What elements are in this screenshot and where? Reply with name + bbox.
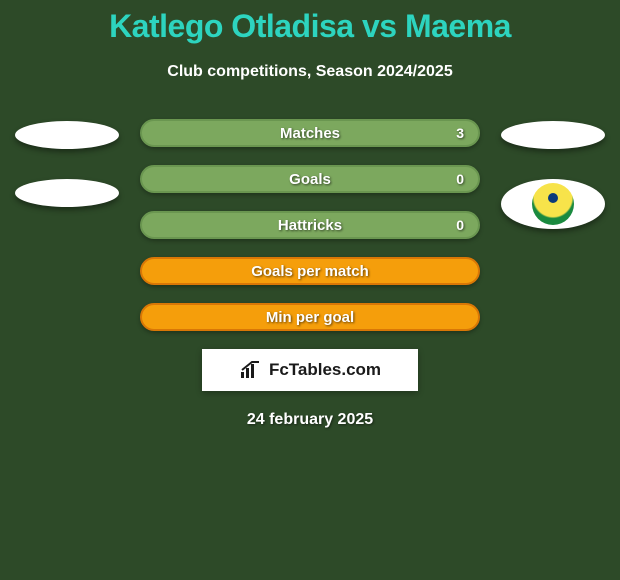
right-logo-column — [498, 119, 608, 229]
stat-label: Hattricks — [278, 217, 342, 234]
stat-bar-min-per-goal: Min per goal — [140, 303, 480, 331]
footer-brand: FcTables.com — [202, 349, 418, 391]
page-container: Katlego Otladisa vs Maema Club competiti… — [0, 0, 620, 429]
sundowns-badge-icon — [532, 183, 574, 225]
stat-value: 0 — [456, 171, 464, 187]
stat-bar-goals: Goals 0 — [140, 165, 480, 193]
stat-bar-matches: Matches 3 — [140, 119, 480, 147]
stat-value: 3 — [456, 125, 464, 141]
stat-bar-goals-per-match: Goals per match — [140, 257, 480, 285]
season-subtitle: Club competitions, Season 2024/2025 — [167, 63, 452, 81]
stat-value: 0 — [456, 217, 464, 233]
left-logo-column — [12, 119, 122, 207]
stats-section: Matches 3 Goals 0 Hattricks 0 Goals per … — [0, 119, 620, 331]
stat-bars: Matches 3 Goals 0 Hattricks 0 Goals per … — [140, 119, 480, 331]
chart-icon — [239, 360, 263, 380]
footer-brand-text: FcTables.com — [269, 360, 381, 380]
stat-label: Min per goal — [266, 309, 354, 326]
left-club-logo-2 — [15, 179, 119, 207]
stat-label: Matches — [280, 125, 340, 142]
footer-date: 24 february 2025 — [247, 411, 373, 429]
right-club-logo-1 — [501, 121, 605, 149]
stat-label: Goals — [289, 171, 331, 188]
stat-label: Goals per match — [251, 263, 369, 280]
page-title: Katlego Otladisa vs Maema — [109, 8, 511, 45]
stat-bar-hattricks: Hattricks 0 — [140, 211, 480, 239]
right-club-logo-2 — [501, 179, 605, 229]
left-club-logo-1 — [15, 121, 119, 149]
